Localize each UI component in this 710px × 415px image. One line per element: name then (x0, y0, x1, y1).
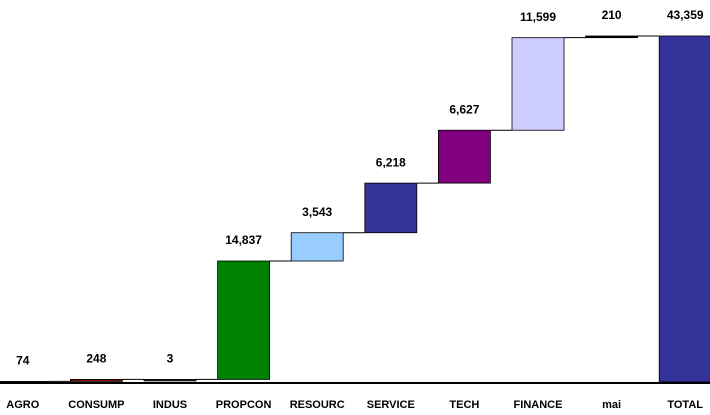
value-label: 74 (16, 354, 30, 368)
x-tick-label: TOTAL (667, 399, 703, 411)
bar (437, 129, 491, 184)
value-label: 11,599 (520, 10, 556, 24)
value-label: 3 (167, 352, 174, 366)
x-tick-label: TECH (449, 399, 479, 411)
x-tick-label: CONSUMP (68, 399, 124, 411)
bar (585, 35, 638, 39)
bar (658, 35, 710, 383)
value-label: 6,627 (449, 102, 479, 116)
bar (143, 379, 197, 382)
bar (364, 182, 418, 234)
value-label: 248 (86, 352, 106, 366)
bar (70, 379, 123, 382)
x-tick-label: RESOURC (290, 399, 345, 411)
bar (290, 232, 344, 262)
value-label: 210 (602, 8, 622, 22)
x-tick-label: FINANCE (514, 399, 563, 411)
x-tick-label: mai (602, 399, 621, 411)
x-tick-label: SERVICE (367, 399, 415, 411)
x-tick-label: INDUS (153, 399, 187, 411)
bar (511, 37, 565, 131)
value-label: 14,837 (225, 233, 262, 247)
bar (217, 260, 271, 380)
value-label: 3,543 (302, 205, 332, 219)
x-tick-label: AGRO (6, 399, 39, 411)
value-label: 6,218 (376, 155, 406, 169)
value-label: 43,359 (667, 8, 704, 22)
x-tick-label: PROPCON (216, 399, 272, 411)
